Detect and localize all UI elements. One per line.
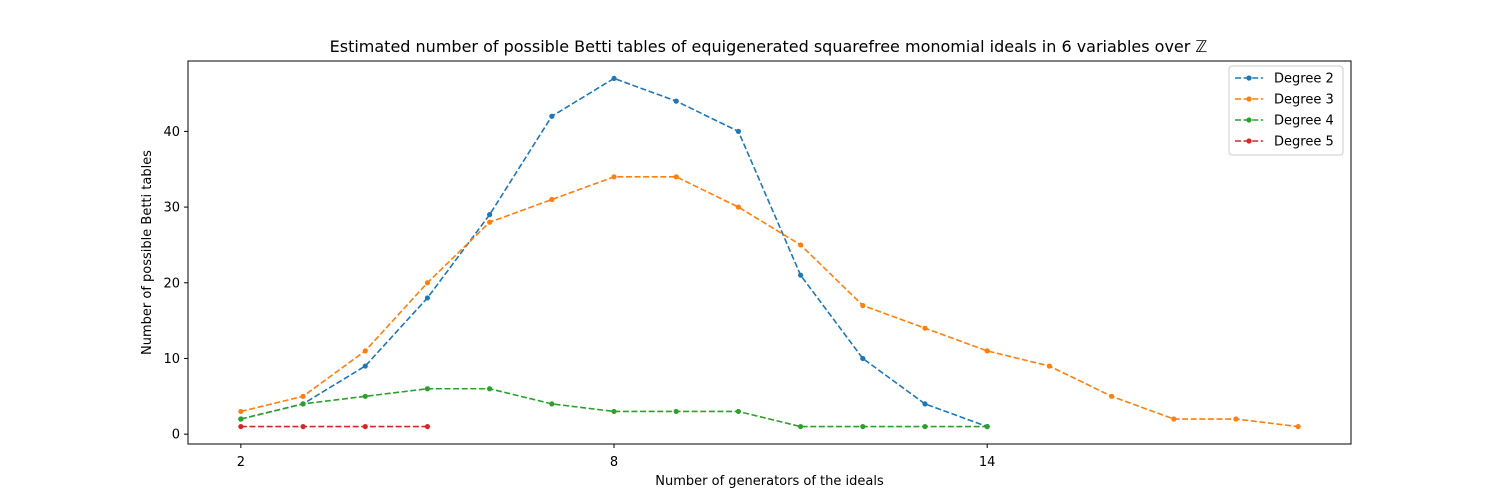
data-point: [362, 348, 368, 354]
data-point: [362, 363, 368, 369]
legend-label: Degree 3: [1274, 93, 1334, 108]
data-point: [424, 295, 431, 301]
y-tick-label: 10: [163, 352, 180, 367]
x-tick-label: 14: [979, 455, 996, 470]
data-point: [984, 423, 990, 430]
legend: Degree 2 Degree 3 Degree 4 Degree 5: [1228, 65, 1344, 156]
legend-swatch-marker: [1246, 75, 1252, 81]
data-point: [362, 393, 368, 399]
data-point: [798, 423, 804, 430]
data-point: [860, 423, 866, 430]
series-degree-4: [238, 386, 990, 430]
data-point: [1108, 393, 1115, 399]
data-point: [860, 355, 866, 362]
legend-label: Degree 5: [1274, 135, 1334, 150]
series-degree-5: [238, 423, 431, 430]
data-point: [1046, 363, 1052, 369]
legend-label: Degree 4: [1274, 114, 1334, 129]
data-point: [424, 280, 431, 286]
legend-swatch-marker: [1246, 138, 1252, 144]
x-tick-label: 2: [237, 455, 245, 470]
data-point: [300, 401, 306, 407]
data-point: [735, 204, 742, 210]
y-axis-label: Number of possible Betti tables: [140, 150, 155, 355]
legend-swatch-marker: [1246, 96, 1252, 102]
data-point: [984, 348, 990, 354]
legend-label: Degree 2: [1274, 72, 1334, 87]
legend-box: [1228, 65, 1344, 156]
data-point: [300, 423, 306, 430]
data-point: [922, 325, 928, 331]
data-point: [735, 408, 742, 415]
data-point: [487, 219, 493, 225]
legend-swatch-marker: [1246, 117, 1252, 123]
data-point: [300, 393, 306, 399]
y-tick-label: 20: [163, 276, 180, 291]
legend-entry: Degree 4: [1235, 114, 1334, 129]
data-point: [673, 408, 679, 415]
data-point: [1171, 416, 1177, 422]
data-point: [487, 386, 493, 392]
chart-title: Estimated number of possible Betti table…: [330, 37, 1208, 56]
legend-entry: Degree 3: [1235, 93, 1334, 108]
data-point: [549, 196, 555, 203]
data-point: [798, 242, 804, 248]
y-axis: 0 10 20 30 40: [163, 125, 188, 443]
data-point: [362, 423, 368, 430]
plot-frame: [187, 60, 1352, 445]
data-point: [735, 128, 742, 134]
data-point: [611, 408, 617, 415]
data-point: [922, 423, 928, 430]
data-point: [798, 272, 804, 278]
x-axis: 2 8 14: [237, 444, 996, 470]
data-point: [549, 401, 555, 407]
data-point: [673, 98, 679, 104]
x-tick-label: 8: [610, 455, 618, 470]
data-point: [860, 302, 866, 309]
data-point: [238, 423, 244, 430]
x-axis-label: Number of generators of the ideals: [655, 474, 884, 489]
legend-entry: Degree 5: [1235, 135, 1334, 150]
data-point: [487, 212, 493, 218]
data-point: [549, 113, 555, 119]
series-degree-3: [238, 174, 1301, 430]
y-tick-label: 0: [172, 428, 180, 443]
series-line: [240, 176, 1299, 428]
y-tick-label: 30: [163, 201, 180, 216]
data-point: [238, 408, 244, 415]
legend-entry: Degree 2: [1235, 72, 1334, 87]
data-point: [424, 423, 431, 430]
plot-marks: [238, 75, 1301, 430]
y-tick-label: 40: [163, 125, 180, 140]
data-point: [1295, 423, 1301, 430]
data-point: [611, 174, 617, 180]
data-point: [922, 401, 928, 407]
data-point: [673, 174, 679, 180]
data-point: [1233, 416, 1239, 422]
data-point: [424, 386, 431, 392]
data-point: [611, 75, 617, 82]
data-point: [238, 416, 244, 422]
